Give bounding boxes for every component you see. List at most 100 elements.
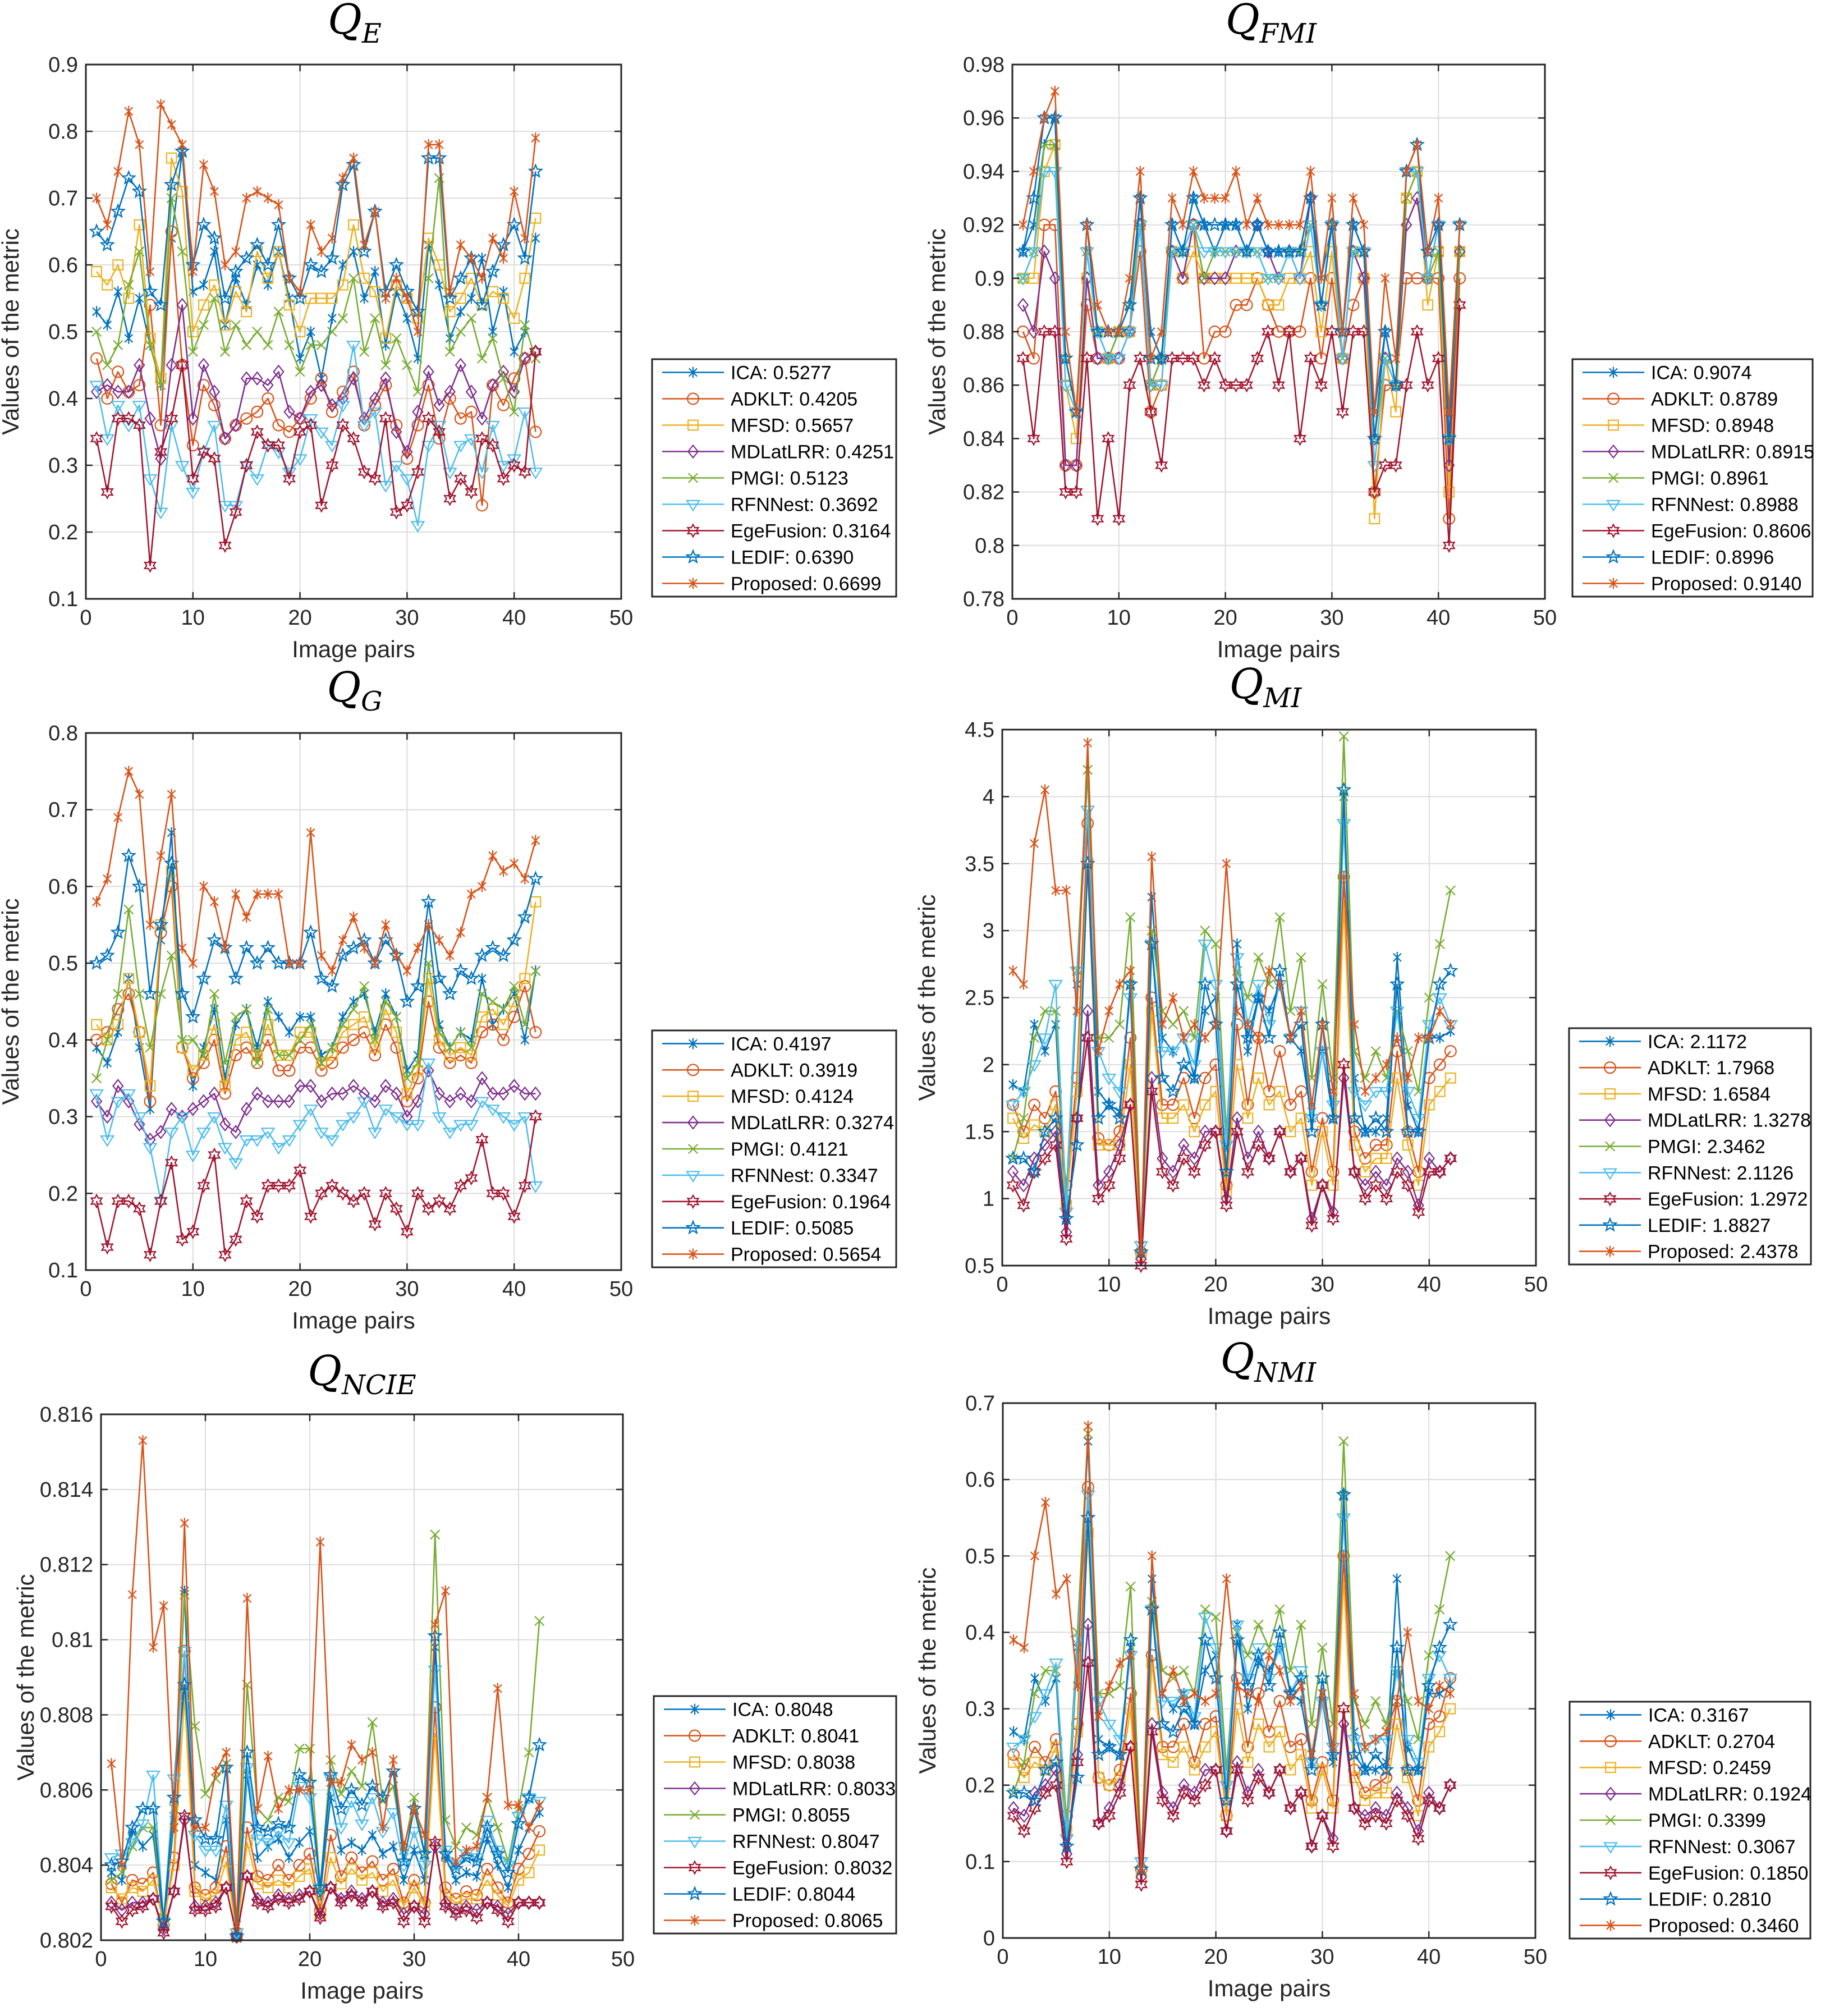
data-point bbox=[1273, 1044, 1286, 1057]
data-point bbox=[102, 1034, 113, 1045]
data-point bbox=[1040, 1006, 1051, 1016]
data-point bbox=[1316, 1756, 1329, 1768]
series-line-rfnnest bbox=[1013, 1494, 1451, 1863]
data-point bbox=[1198, 1137, 1212, 1153]
data-point bbox=[260, 1823, 276, 1838]
data-point bbox=[1435, 1005, 1444, 1017]
data-point bbox=[508, 1079, 520, 1093]
data-point bbox=[314, 1128, 329, 1139]
axes-box bbox=[100, 1413, 624, 1941]
x-tick-label: 20 bbox=[1204, 1273, 1227, 1296]
data-point bbox=[1104, 1005, 1114, 1017]
data-point bbox=[1307, 1099, 1317, 1111]
data-point bbox=[460, 1899, 473, 1914]
data-point bbox=[1433, 1800, 1446, 1816]
data-point bbox=[376, 1899, 389, 1914]
data-point bbox=[1274, 912, 1285, 923]
y-tick-label: 0.78 bbox=[963, 588, 1005, 611]
data-point bbox=[1219, 1198, 1233, 1213]
data-point bbox=[1380, 1139, 1393, 1152]
data-point bbox=[1104, 1033, 1114, 1043]
data-point bbox=[444, 306, 456, 318]
data-point bbox=[1102, 431, 1115, 446]
data-point bbox=[177, 1646, 192, 1658]
data-point bbox=[1370, 406, 1379, 418]
data-point bbox=[1295, 1112, 1307, 1124]
data-point bbox=[348, 1019, 359, 1030]
x-axis-label: Image pairs bbox=[1217, 636, 1340, 662]
legend-marker bbox=[1606, 548, 1621, 564]
data-point bbox=[1421, 377, 1434, 393]
data-point bbox=[284, 1852, 293, 1863]
data-point bbox=[1359, 1191, 1372, 1206]
data-point bbox=[315, 498, 328, 513]
data-point bbox=[325, 1754, 336, 1765]
data-point bbox=[1049, 1733, 1062, 1746]
data-point bbox=[1200, 1665, 1210, 1676]
data-point bbox=[407, 1873, 420, 1886]
data-point bbox=[496, 1112, 511, 1124]
data-point bbox=[122, 987, 135, 1000]
data-point bbox=[1305, 1165, 1318, 1178]
data-point bbox=[1336, 781, 1352, 797]
data-point bbox=[1028, 272, 1039, 284]
data-point bbox=[1136, 1863, 1146, 1875]
legend-label: ADKLT: 0.2704 bbox=[1648, 1731, 1775, 1752]
data-point bbox=[324, 1135, 340, 1147]
data-point bbox=[1261, 1029, 1277, 1044]
data-point bbox=[1015, 243, 1031, 258]
data-point bbox=[102, 279, 113, 291]
data-point bbox=[380, 332, 392, 344]
data-point bbox=[366, 1867, 378, 1878]
data-point bbox=[1165, 1083, 1181, 1098]
data-point bbox=[207, 420, 222, 433]
data-point bbox=[1048, 1658, 1063, 1670]
data-point bbox=[469, 1853, 485, 1868]
data-point bbox=[1306, 1719, 1317, 1729]
data-point bbox=[177, 942, 187, 954]
data-point bbox=[416, 1845, 433, 1861]
data-point bbox=[232, 1919, 241, 1931]
data-point bbox=[346, 341, 361, 352]
data-point bbox=[401, 1109, 413, 1124]
data-point bbox=[285, 1027, 294, 1038]
data-point bbox=[413, 326, 423, 337]
data-point bbox=[1219, 1781, 1234, 1793]
data-point bbox=[1443, 486, 1455, 498]
x-axis-label: Image pairs bbox=[1208, 1303, 1331, 1329]
data-point bbox=[1403, 1626, 1412, 1638]
data-point bbox=[101, 378, 113, 392]
data-point bbox=[1241, 272, 1253, 284]
data-point bbox=[439, 1899, 452, 1914]
data-point bbox=[113, 988, 123, 999]
data-point bbox=[509, 981, 520, 992]
data-point bbox=[466, 1042, 476, 1053]
data-point bbox=[306, 326, 315, 337]
legend-label: ICA: 0.3167 bbox=[1648, 1705, 1749, 1726]
data-point bbox=[1188, 1793, 1201, 1808]
data-point bbox=[533, 1825, 546, 1838]
data-point bbox=[1114, 326, 1123, 337]
data-point bbox=[303, 1884, 317, 1899]
data-point bbox=[421, 1201, 435, 1216]
data-point bbox=[1360, 1719, 1370, 1729]
data-point bbox=[1443, 1777, 1457, 1793]
data-point bbox=[251, 405, 264, 418]
data-point bbox=[1240, 377, 1254, 393]
data-point bbox=[101, 1109, 113, 1124]
legend-marker bbox=[1604, 1141, 1616, 1152]
x-tick-label: 50 bbox=[611, 1948, 635, 1971]
y-tick-label: 0.7 bbox=[48, 187, 78, 210]
data-point bbox=[91, 266, 102, 277]
data-point bbox=[488, 232, 497, 244]
data-point bbox=[1435, 1032, 1444, 1044]
data-point bbox=[491, 1903, 504, 1918]
data-point bbox=[455, 1042, 466, 1053]
data-point bbox=[474, 1097, 489, 1109]
data-point bbox=[466, 253, 476, 264]
data-point bbox=[1125, 1581, 1136, 1592]
data-point bbox=[1346, 1110, 1363, 1125]
data-point bbox=[1424, 1650, 1434, 1661]
data-point bbox=[1100, 354, 1116, 366]
